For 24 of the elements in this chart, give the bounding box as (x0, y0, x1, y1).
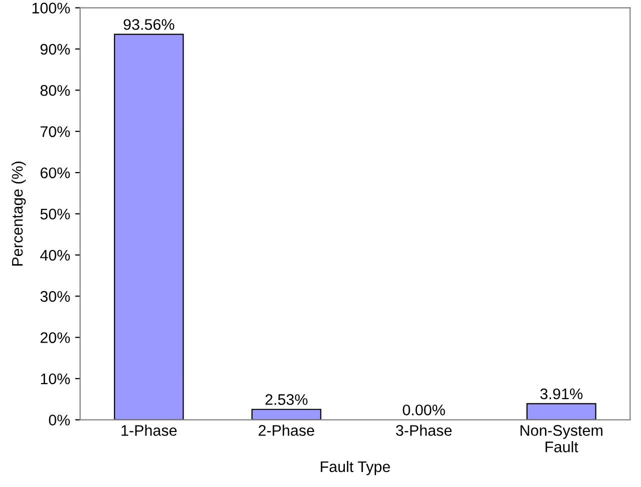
bar (251, 408, 322, 420)
data-label: 93.56% (124, 19, 174, 30)
y-axis-title: Percentage (%) (12, 162, 26, 266)
x-tick-label: Non-System Fault (520, 425, 602, 452)
y-tick-label: 0% (48, 414, 70, 426)
data-label: 2.53% (265, 394, 308, 405)
y-tick-label: 70% (40, 126, 70, 138)
y-tick-label: 50% (40, 208, 70, 220)
y-tick-label: 30% (40, 291, 70, 302)
data-label: 3.91% (540, 388, 582, 400)
x-tick-label: 2-Phase (258, 424, 314, 436)
x-axis-title: Fault Type (320, 460, 390, 476)
bar (114, 34, 184, 420)
y-tick-label: 40% (40, 250, 70, 261)
x-tick-label: 3-Phase (396, 424, 452, 436)
y-tick-label: 10% (40, 373, 70, 384)
y-tick-label: 100% (32, 2, 70, 14)
bar (526, 403, 596, 420)
x-tick-label: 1-Phase (122, 424, 177, 436)
y-tick-label: 60% (40, 167, 70, 178)
y-tick-label: 20% (40, 332, 70, 344)
data-label: 0.00% (402, 404, 445, 416)
y-tick-label: 80% (40, 85, 70, 96)
y-tick-label: 90% (40, 44, 70, 55)
